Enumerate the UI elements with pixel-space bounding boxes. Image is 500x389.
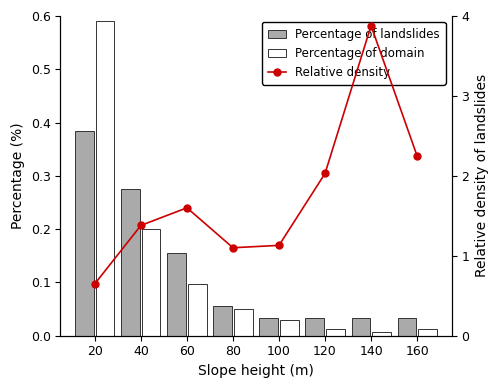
Bar [352, 317, 370, 336]
Bar [398, 318, 416, 336]
Line: Relative density: Relative density [92, 22, 420, 287]
Bar [76, 131, 94, 336]
Relative density [276, 243, 282, 248]
Bar [188, 284, 206, 336]
Relative density [138, 223, 144, 228]
Bar [372, 332, 390, 336]
X-axis label: Slope height (m): Slope height (m) [198, 364, 314, 378]
Relative density [230, 245, 236, 250]
Bar [96, 21, 114, 336]
Relative density [92, 281, 98, 286]
Relative density [414, 154, 420, 158]
Legend: Percentage of landslides, Percentage of domain, Relative density: Percentage of landslides, Percentage of … [262, 22, 446, 85]
Y-axis label: Percentage (%): Percentage (%) [11, 123, 25, 229]
Bar [326, 329, 344, 336]
Bar [280, 320, 298, 336]
Bar [142, 229, 161, 336]
Bar [168, 253, 186, 336]
Relative density [322, 171, 328, 176]
Bar [122, 189, 140, 336]
Y-axis label: Relative density of landslides: Relative density of landslides [475, 74, 489, 277]
Relative density [368, 23, 374, 28]
Bar [418, 329, 436, 336]
Bar [234, 309, 252, 336]
Bar [306, 317, 324, 336]
Bar [214, 306, 232, 336]
Relative density [184, 205, 190, 210]
Bar [260, 318, 278, 336]
